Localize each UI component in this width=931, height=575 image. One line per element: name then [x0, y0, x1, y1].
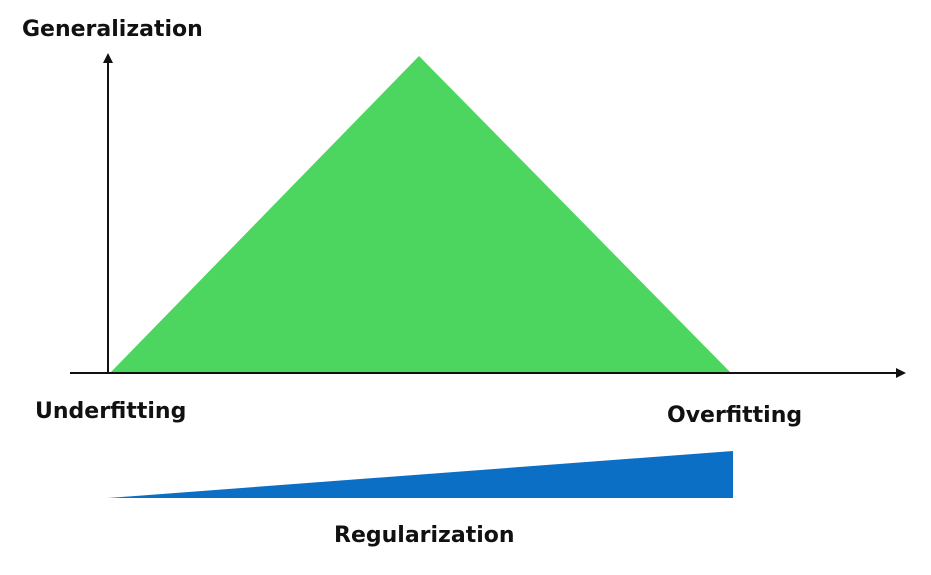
y-axis-label: Generalization	[22, 17, 203, 42]
regularization-label: Regularization	[334, 523, 515, 548]
underfitting-label: Underfitting	[35, 399, 187, 424]
regularization-wedge	[108, 451, 733, 498]
generalization-triangle	[110, 56, 731, 373]
overfitting-label: Overfitting	[667, 403, 803, 428]
